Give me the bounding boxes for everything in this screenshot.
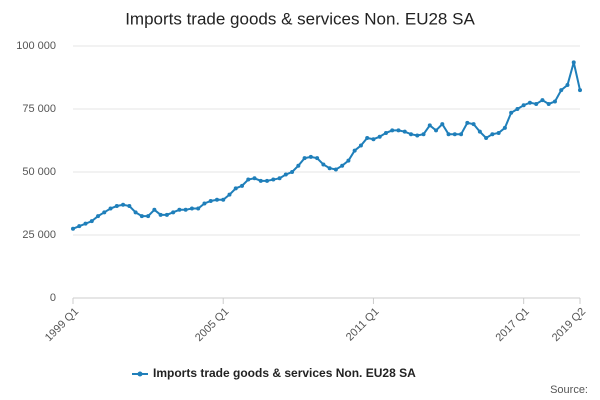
point bbox=[77, 224, 82, 229]
point bbox=[196, 206, 201, 211]
point bbox=[421, 132, 426, 137]
point bbox=[158, 212, 163, 217]
y-tick-label: 25 000 bbox=[22, 229, 56, 241]
point bbox=[102, 210, 107, 215]
point bbox=[333, 167, 338, 172]
legend-swatch-dot bbox=[137, 371, 143, 377]
point bbox=[346, 158, 351, 163]
point bbox=[490, 132, 495, 137]
point bbox=[540, 98, 545, 103]
point bbox=[509, 110, 514, 115]
point bbox=[96, 214, 101, 219]
x-tick-label: 2011 Q1 bbox=[344, 306, 382, 344]
line bbox=[72, 62, 581, 230]
point bbox=[252, 176, 257, 181]
point bbox=[471, 122, 476, 127]
point bbox=[484, 135, 489, 140]
y-tick-label: 75 000 bbox=[22, 103, 56, 115]
point bbox=[340, 163, 345, 168]
point bbox=[308, 154, 313, 159]
x-tick-label: 2019 Q2 bbox=[550, 306, 588, 344]
point bbox=[240, 183, 244, 188]
point bbox=[302, 156, 307, 161]
point bbox=[221, 197, 226, 202]
point bbox=[452, 132, 457, 137]
point bbox=[477, 129, 482, 134]
point bbox=[139, 214, 144, 219]
point bbox=[246, 177, 251, 182]
point bbox=[202, 201, 207, 206]
point bbox=[434, 128, 439, 133]
point bbox=[265, 178, 270, 183]
point bbox=[390, 128, 395, 133]
point bbox=[121, 202, 126, 207]
point bbox=[146, 214, 151, 219]
point bbox=[446, 132, 451, 137]
x-tick-label: 2017 Q1 bbox=[494, 306, 532, 344]
point bbox=[114, 204, 119, 209]
point bbox=[277, 176, 282, 181]
legend-label: Imports trade goods & services Non. EU28… bbox=[153, 366, 416, 380]
y-tick-label: 50 000 bbox=[22, 166, 56, 178]
point bbox=[502, 125, 507, 130]
point bbox=[377, 134, 382, 139]
point bbox=[189, 206, 194, 211]
point bbox=[296, 163, 301, 168]
y-tick-label: 0 bbox=[50, 292, 56, 304]
point bbox=[415, 133, 420, 138]
point bbox=[89, 219, 94, 224]
point bbox=[559, 88, 564, 93]
point bbox=[327, 166, 332, 171]
point bbox=[496, 130, 501, 135]
point bbox=[515, 107, 520, 111]
point bbox=[315, 156, 320, 161]
point bbox=[283, 172, 288, 177]
x-tick-label: 2005 Q1 bbox=[193, 306, 231, 344]
point bbox=[465, 120, 470, 125]
point bbox=[214, 197, 219, 202]
point bbox=[271, 177, 276, 182]
point bbox=[578, 88, 582, 93]
point bbox=[552, 99, 557, 104]
point bbox=[171, 210, 176, 215]
point bbox=[290, 170, 295, 174]
point bbox=[208, 198, 213, 203]
x-tick-label: 1999 Q1 bbox=[43, 306, 81, 344]
point bbox=[365, 135, 370, 140]
point bbox=[233, 186, 238, 191]
point bbox=[546, 101, 551, 106]
point bbox=[321, 162, 326, 167]
chart-title: Imports trade goods & services Non. EU28… bbox=[125, 9, 475, 28]
point bbox=[152, 207, 157, 212]
y-tick-label: 100 000 bbox=[16, 40, 56, 52]
source: Source: bbox=[550, 384, 588, 396]
point bbox=[571, 60, 576, 65]
point bbox=[177, 207, 182, 212]
point bbox=[409, 132, 413, 137]
point bbox=[227, 192, 232, 197]
point bbox=[383, 130, 388, 135]
point bbox=[164, 212, 169, 217]
point bbox=[127, 204, 132, 209]
point bbox=[352, 148, 357, 153]
point bbox=[527, 100, 532, 105]
point bbox=[258, 178, 263, 183]
point bbox=[371, 137, 376, 142]
point bbox=[565, 83, 570, 88]
point bbox=[402, 129, 407, 134]
point bbox=[521, 103, 526, 108]
point bbox=[459, 132, 464, 137]
point bbox=[133, 210, 138, 215]
point bbox=[71, 226, 75, 231]
point bbox=[83, 221, 88, 226]
point bbox=[534, 101, 539, 106]
point bbox=[358, 143, 363, 148]
point bbox=[108, 206, 113, 211]
point bbox=[396, 128, 401, 133]
point bbox=[183, 207, 188, 212]
point bbox=[440, 122, 445, 127]
point bbox=[427, 123, 432, 128]
